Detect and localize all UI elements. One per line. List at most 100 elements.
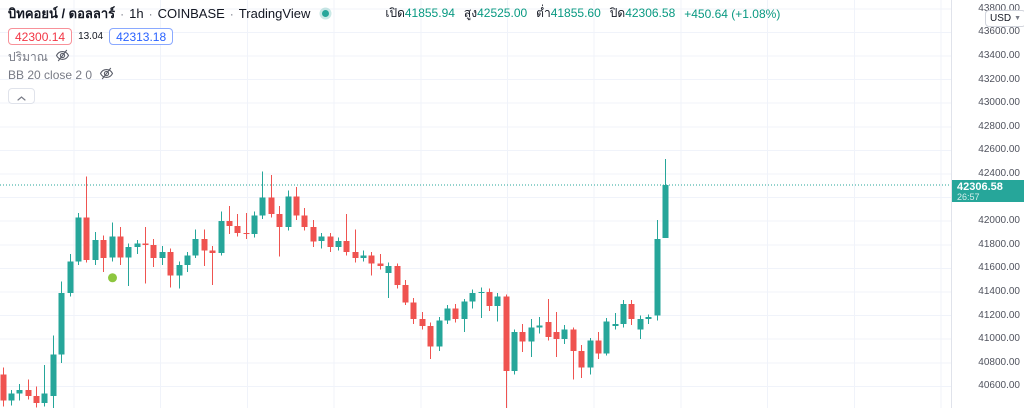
eye-off-icon[interactable] xyxy=(99,67,114,83)
candle-down xyxy=(0,374,7,401)
candle-up xyxy=(16,389,23,394)
candle-up xyxy=(67,261,74,294)
candle-up xyxy=(637,319,644,330)
candle-up xyxy=(645,316,652,320)
price-axis-label: 43400.00 xyxy=(978,50,1020,61)
price-axis-label: 41600.00 xyxy=(978,262,1020,274)
candle-down xyxy=(570,329,577,351)
price-axis-label: 42800.00 xyxy=(978,120,1020,132)
candle-up xyxy=(184,255,191,265)
spread-value: 13.04 xyxy=(78,31,104,42)
candle-up xyxy=(58,293,65,355)
candle-down xyxy=(553,332,560,340)
candle-down xyxy=(519,332,526,342)
candle-down xyxy=(628,303,635,320)
currency-label: USD xyxy=(990,13,1012,24)
candle-up xyxy=(125,247,132,258)
candle-down xyxy=(595,340,602,354)
candle-up xyxy=(654,238,661,316)
separator: · xyxy=(229,6,234,21)
currency-dropdown[interactable]: USD ▼ xyxy=(985,10,1024,27)
interval-label[interactable]: 1h xyxy=(129,6,144,21)
price-axis-label: 42600.00 xyxy=(978,144,1020,156)
sell-button[interactable]: 42300.14 xyxy=(8,28,73,45)
platform-label: TradingView xyxy=(238,6,311,21)
candle-down xyxy=(352,251,359,258)
bid-ask-row: 42300.14 13.04 42313.18 xyxy=(8,27,780,46)
candle-down xyxy=(578,351,585,368)
symbol-title[interactable]: บิทคอยน์ / ดอลลาร์ xyxy=(8,6,116,21)
candle-up xyxy=(528,327,535,342)
candle-down xyxy=(486,292,493,307)
buy-button[interactable]: 42313.18 xyxy=(109,28,174,45)
close-label: ปิด xyxy=(609,6,626,20)
candle-down xyxy=(452,308,459,320)
price-axis-label: 42400.00 xyxy=(978,168,1020,179)
candle-up xyxy=(176,264,183,276)
candle-down xyxy=(394,266,401,285)
indicator-label: BB 20 close 2 0 xyxy=(8,68,93,82)
candle-down xyxy=(150,244,157,258)
price-axis-label: 40800.00 xyxy=(978,356,1020,368)
separator: · xyxy=(148,6,153,21)
candle-down xyxy=(117,236,124,258)
candle-down xyxy=(410,302,417,320)
candle-down xyxy=(243,233,250,235)
chart-legend: บิทคอยน์ / ดอลลาร์ · 1h · COINBASE · Tra… xyxy=(8,5,780,104)
price-axis-label: 43000.00 xyxy=(978,97,1020,109)
candle-up xyxy=(587,340,594,368)
candle-up xyxy=(8,393,15,401)
candle-down xyxy=(301,215,308,228)
price-axis-label: 40600.00 xyxy=(978,380,1020,392)
candle-up xyxy=(561,329,568,340)
candle-up xyxy=(259,197,266,216)
event-marker-dot xyxy=(108,273,117,283)
chart-area[interactable] xyxy=(0,0,951,408)
candle-up xyxy=(620,303,627,324)
candle-up xyxy=(494,296,501,307)
candle-up xyxy=(461,301,468,320)
last-price-value: 42306.58 xyxy=(957,181,1003,193)
eye-off-icon[interactable] xyxy=(55,49,70,65)
candle-down xyxy=(209,250,216,254)
candle-down xyxy=(402,284,409,303)
candle-down xyxy=(167,251,174,276)
price-axis-label: 43200.00 xyxy=(978,73,1020,85)
price-axis[interactable]: 43800.00 43600.00 43400.00 43200.00 43000.00… xyxy=(951,0,1024,408)
candle-up xyxy=(511,332,518,371)
collapse-legend-button[interactable] xyxy=(8,88,35,104)
price-axis-label: 41200.00 xyxy=(978,309,1020,321)
candle-up xyxy=(285,196,292,228)
open-value: 41855.94 xyxy=(404,6,455,20)
price-axis-label: 43600.00 xyxy=(978,26,1020,38)
candle-up xyxy=(478,292,485,294)
candle-up xyxy=(192,238,199,256)
change-value: +450.64 (+1.08%) xyxy=(684,6,781,21)
candle-down xyxy=(310,227,317,242)
candle-up xyxy=(444,308,451,321)
candle-down xyxy=(201,238,208,251)
candle-down xyxy=(545,322,552,337)
price-axis-label: 41400.00 xyxy=(978,286,1020,297)
ohlc-values: เปิด41855.94 สูง42525.00 ต่ำ41855.60 ปิด… xyxy=(385,4,780,23)
candle-down xyxy=(33,395,40,403)
candle-down xyxy=(268,197,275,215)
candle-up xyxy=(218,221,225,254)
candle-up xyxy=(50,354,57,396)
candle-up xyxy=(318,236,325,242)
candle-down xyxy=(503,296,510,371)
candle-down xyxy=(368,255,375,264)
indicator-label: ปริมาณ xyxy=(8,49,48,64)
candle-down xyxy=(276,214,283,228)
candle-up xyxy=(603,321,610,354)
chevron-down-icon: ▼ xyxy=(1014,15,1022,22)
candlestick-chart xyxy=(0,0,951,408)
candle-down xyxy=(226,221,233,226)
candle-up xyxy=(536,325,543,328)
last-price-badge: 42306.58 26:57 xyxy=(952,180,1024,202)
candle-down xyxy=(25,389,32,396)
market-status-dot-icon[interactable] xyxy=(322,10,330,17)
open-label: เปิด xyxy=(385,6,405,20)
candle-up xyxy=(436,320,443,347)
